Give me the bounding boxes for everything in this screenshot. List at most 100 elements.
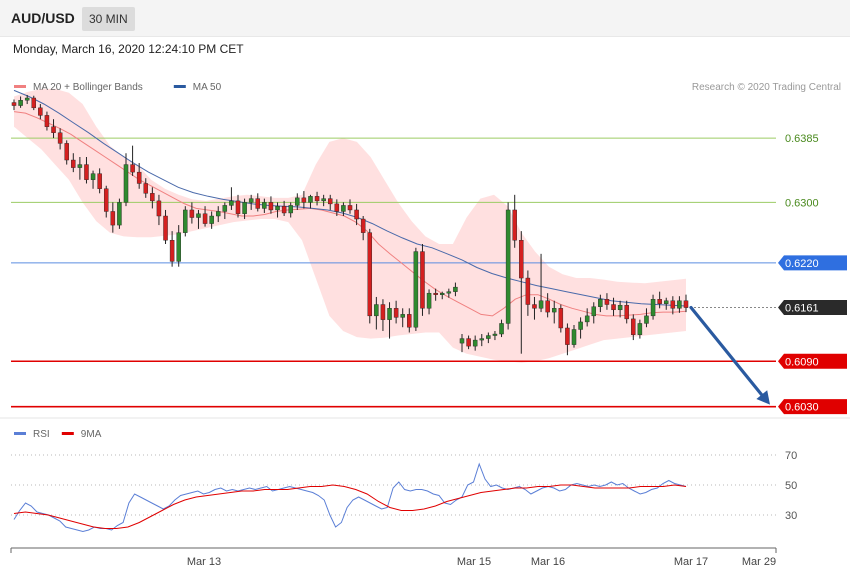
candle-body-66: [446, 291, 452, 294]
candle-body-81: [545, 300, 550, 313]
candle-body-84: [565, 327, 570, 345]
rsi-series-1: [13, 484, 687, 529]
x-tick-label-4: Mar 29: [742, 556, 776, 568]
candle-body-82: [551, 308, 557, 313]
candle-body-63: [426, 292, 432, 309]
candle-body-49: [334, 203, 340, 212]
forecast-arrow-shaft: [689, 305, 766, 400]
candle-body-55: [374, 304, 379, 317]
candle-body-93: [624, 305, 629, 320]
candle-body-31: [215, 211, 221, 217]
level-label-0: 0.6385: [785, 133, 819, 145]
candle-body-20: [143, 183, 149, 194]
candle-body-98: [657, 299, 662, 304]
candle-body-47: [321, 198, 326, 202]
candle-body-70: [472, 339, 478, 347]
level-label-1: 0.6300: [785, 197, 819, 209]
candle-body-15: [110, 211, 116, 226]
candle-body-90: [604, 299, 610, 305]
candle-body-25: [176, 232, 181, 262]
candle-body-48: [327, 198, 333, 205]
legend-swatch-1-0: [14, 432, 26, 435]
candle-body-42: [288, 205, 293, 214]
candle-body-101: [677, 300, 682, 309]
candle-body-21: [150, 193, 155, 202]
legend-layer: MA 20 + Bollinger Bands MA 50 RSI 9MA Resear…: [14, 82, 841, 440]
candle-body-16: [117, 202, 122, 226]
candle-body-33: [229, 200, 234, 206]
level-badge-3: [778, 300, 847, 316]
candles-layer: [11, 94, 689, 356]
level-badge-5: [778, 399, 847, 415]
candle-body-26: [183, 209, 188, 233]
candle-body-8: [64, 143, 69, 161]
candle-body-99: [663, 300, 669, 304]
legend-label-0-1: MA 50: [193, 82, 222, 93]
x-tick-label-1: Mar 15: [457, 556, 491, 568]
header-bar: AUD/USD 30 MIN: [0, 0, 850, 37]
candle-body-51: [347, 205, 353, 211]
candle-body-38: [262, 202, 267, 209]
candle-body-58: [393, 308, 399, 318]
candle-body-86: [578, 321, 583, 330]
level-label-5: 0.6030: [785, 402, 819, 414]
levels-layer: 0.6385 0.6300 0.6220 0.6161 0.6090 0.6030: [11, 133, 847, 415]
candle-body-5: [44, 115, 50, 127]
candle-body-34: [235, 200, 241, 214]
legend-swatch-1-1: [61, 432, 74, 435]
candle-body-96: [644, 315, 649, 324]
candle-body-50: [341, 205, 346, 212]
candle-body-18: [130, 164, 135, 173]
candle-body-76: [512, 209, 517, 241]
candle-body-102: [683, 300, 689, 308]
candle-body-1: [18, 100, 23, 106]
x-tick-label-0: Mar 13: [187, 556, 221, 568]
symbol-title: AUD/USD: [11, 10, 75, 26]
candle-body-67: [453, 286, 458, 292]
candle-body-64: [433, 292, 438, 295]
candle-body-68: [459, 338, 465, 344]
candle-body-4: [38, 107, 43, 116]
candle-body-36: [248, 198, 254, 203]
candle-body-23: [163, 215, 168, 241]
legend-swatch-0-0: [14, 85, 26, 88]
candle-body-100: [670, 300, 676, 309]
candle-body-6: [51, 126, 56, 133]
candle-body-30: [209, 215, 214, 224]
candle-body-7: [57, 132, 63, 144]
timeframe-badge[interactable]: 30 MIN: [82, 7, 135, 31]
candle-body-12: [90, 173, 96, 180]
candle-body-91: [611, 304, 616, 311]
candle-body-37: [255, 198, 261, 209]
rsi-tick-50: 50: [785, 480, 797, 492]
candle-body-3: [31, 97, 37, 109]
candle-body-69: [466, 338, 471, 347]
candle-body-57: [387, 308, 392, 320]
level-label-2: 0.6220: [785, 258, 819, 270]
candle-body-59: [400, 314, 405, 318]
candle-body-35: [242, 202, 247, 214]
candle-body-13: [97, 173, 102, 189]
candle-body-19: [136, 171, 142, 184]
candle-body-94: [631, 318, 636, 335]
x-axis-layer: Mar 13 Mar 15 Mar 16 Mar 17 Mar 29: [10, 547, 777, 568]
candle-body-79: [532, 304, 537, 309]
candle-body-95: [637, 323, 643, 335]
candle-body-11: [84, 164, 89, 180]
candle-body-14: [103, 188, 109, 212]
rsi-tick-30: 30: [785, 510, 797, 522]
candle-body-29: [202, 213, 208, 224]
candle-body-74: [499, 323, 504, 335]
legend-label-1-0: RSI: [33, 429, 50, 440]
candle-body-24: [169, 240, 175, 262]
candle-body-88: [591, 306, 597, 317]
candle-body-73: [492, 333, 498, 336]
candle-body-72: [486, 335, 491, 339]
candle-body-89: [598, 299, 603, 307]
candle-body-46: [314, 196, 320, 202]
candle-body-71: [479, 338, 485, 341]
candle-body-27: [189, 209, 195, 218]
candle-body-17: [123, 164, 129, 203]
candle-body-83: [558, 308, 564, 329]
